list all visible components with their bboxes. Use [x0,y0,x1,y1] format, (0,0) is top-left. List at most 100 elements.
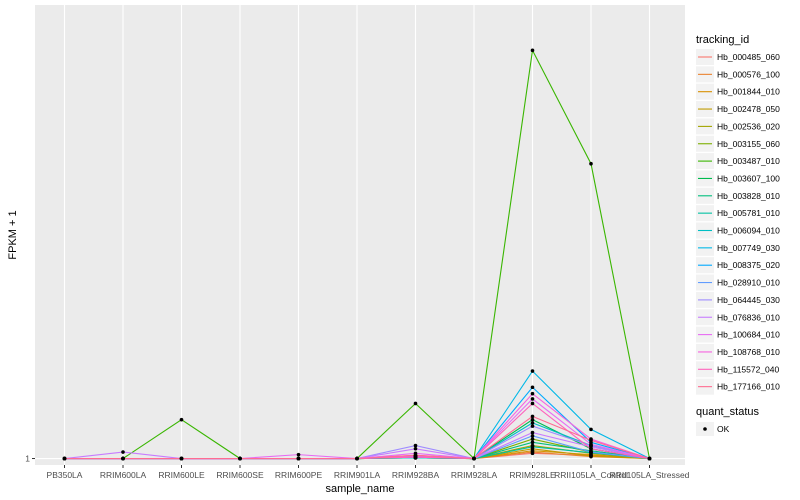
panel-background [35,5,685,465]
legend-item: Hb_002478_050 [696,101,780,118]
data-point [530,417,535,422]
x-tick-label: RRIM928BA [392,470,440,480]
legend-item: Hb_028910_010 [696,274,780,291]
legend-shape-ok-label: OK [717,424,730,434]
data-point [530,424,535,428]
data-point [530,48,535,53]
legend-label: Hb_003155_060 [717,139,780,149]
legend-item: Hb_003155_060 [696,135,780,152]
legend-label: Hb_108768_010 [717,347,780,357]
x-tick-label: RRIM600LA [100,470,147,480]
legend-label: Hb_076836_010 [717,312,780,322]
data-points [62,48,652,461]
data-point [530,369,535,373]
legend-label: Hb_005781_010 [717,208,780,218]
x-tick-label: RRIM600PE [275,470,323,480]
legend-shape-title: quant_status [696,406,759,418]
legend-item: Hb_003828_010 [696,187,780,204]
data-point [413,401,418,406]
data-point [530,391,535,396]
data-point [238,456,242,461]
data-point [530,440,535,445]
legend-item: Hb_002536_020 [696,118,780,135]
legend-item: Hb_177166_010 [696,378,780,395]
legend-label: Hb_003607_100 [717,173,780,183]
legend-title: tracking_id [696,34,749,46]
data-point [355,456,359,461]
data-point [121,456,125,461]
legend-label: Hb_002478_050 [717,104,780,114]
data-point [589,161,593,166]
legend-items: Hb_000485_060 Hb_000576_100 Hb_001844_010 H… [696,49,780,395]
legend-item: Hb_076836_010 [696,309,780,326]
data-point [179,456,184,461]
x-tick-label: PB350LA [47,470,83,480]
x-tick-label: RRIM901LA [334,470,381,480]
y-tick-label: 1 [25,454,30,464]
legend-item: Hb_007749_030 [696,239,780,256]
data-point [647,456,652,461]
legend-label: Hb_177166_010 [717,382,780,392]
legend-item: Hb_000576_100 [696,66,780,83]
data-point [589,442,593,447]
legend-label: Hb_100684_010 [717,330,780,340]
data-point [530,434,535,438]
legend-shape-ok-point [703,427,707,431]
legend-item: Hb_100684_010 [696,326,780,343]
legend-label: Hb_000576_100 [717,69,780,79]
legend-label: Hb_115572_040 [717,364,780,374]
x-tick-label: RRII105LA_Stressed [610,470,690,480]
data-point [62,456,67,461]
legend-label: Hb_007749_030 [717,243,780,253]
legend-label: Hb_008375_020 [717,260,780,270]
data-point [296,456,301,461]
y-axis: 1 [25,454,35,464]
x-tick-label: RRII105LA_Control [554,470,628,480]
data-point [530,445,535,449]
data-point [413,453,418,458]
data-point [121,450,125,454]
legend-item: Hb_003487_010 [696,153,780,170]
legend-item: Hb_064445_030 [696,291,780,308]
x-axis: PB350LA RRIM600LA RRIM600LE RRIM600SE RRIM60… [47,465,690,480]
legend-item: Hb_005781_010 [696,205,780,222]
data-point [530,385,535,390]
legend-item: Hb_000485_060 [696,49,780,65]
data-point [589,438,593,443]
data-point [530,437,535,441]
data-point [589,427,593,432]
x-tick-label: RRIM600LE [158,470,205,480]
data-point [589,447,593,451]
legend-label: Hb_064445_030 [717,295,780,305]
data-point [530,430,535,435]
legend-label: Hb_002536_020 [717,121,780,131]
data-point [530,401,535,406]
data-point [472,456,476,461]
data-point [589,454,593,458]
legend-label: Hb_003828_010 [717,191,780,201]
legend-label: Hb_006094_010 [717,226,780,236]
legend-item: Hb_115572_040 [696,361,780,378]
data-point [530,397,535,401]
legend-label: Hb_001844_010 [717,87,780,97]
legend: tracking_id Hb_000485_060Hb_000576_100Hb… [696,34,780,436]
legend-item: Hb_006094_010 [696,222,780,239]
y-axis-title: FPKM + 1 [7,210,19,259]
data-point [413,443,418,448]
x-axis-title: sample_name [325,483,394,495]
data-point [413,447,418,451]
legend-label: Hb_028910_010 [717,278,780,288]
x-tick-label: RRIM928LA [451,470,498,480]
legend-item: Hb_008375_020 [696,257,780,274]
data-point [530,421,535,425]
legend-item: Hb_108768_010 [696,343,780,360]
data-point [296,452,301,457]
legend-label: Hb_000485_060 [717,52,780,62]
x-tick-label: RRIM928LE [509,470,556,480]
data-point [589,450,593,454]
legend-item: Hb_003607_100 [696,170,780,187]
legend-item: Hb_001844_010 [696,83,780,100]
data-point [530,414,535,419]
legend-label: Hb_003487_010 [717,156,780,166]
